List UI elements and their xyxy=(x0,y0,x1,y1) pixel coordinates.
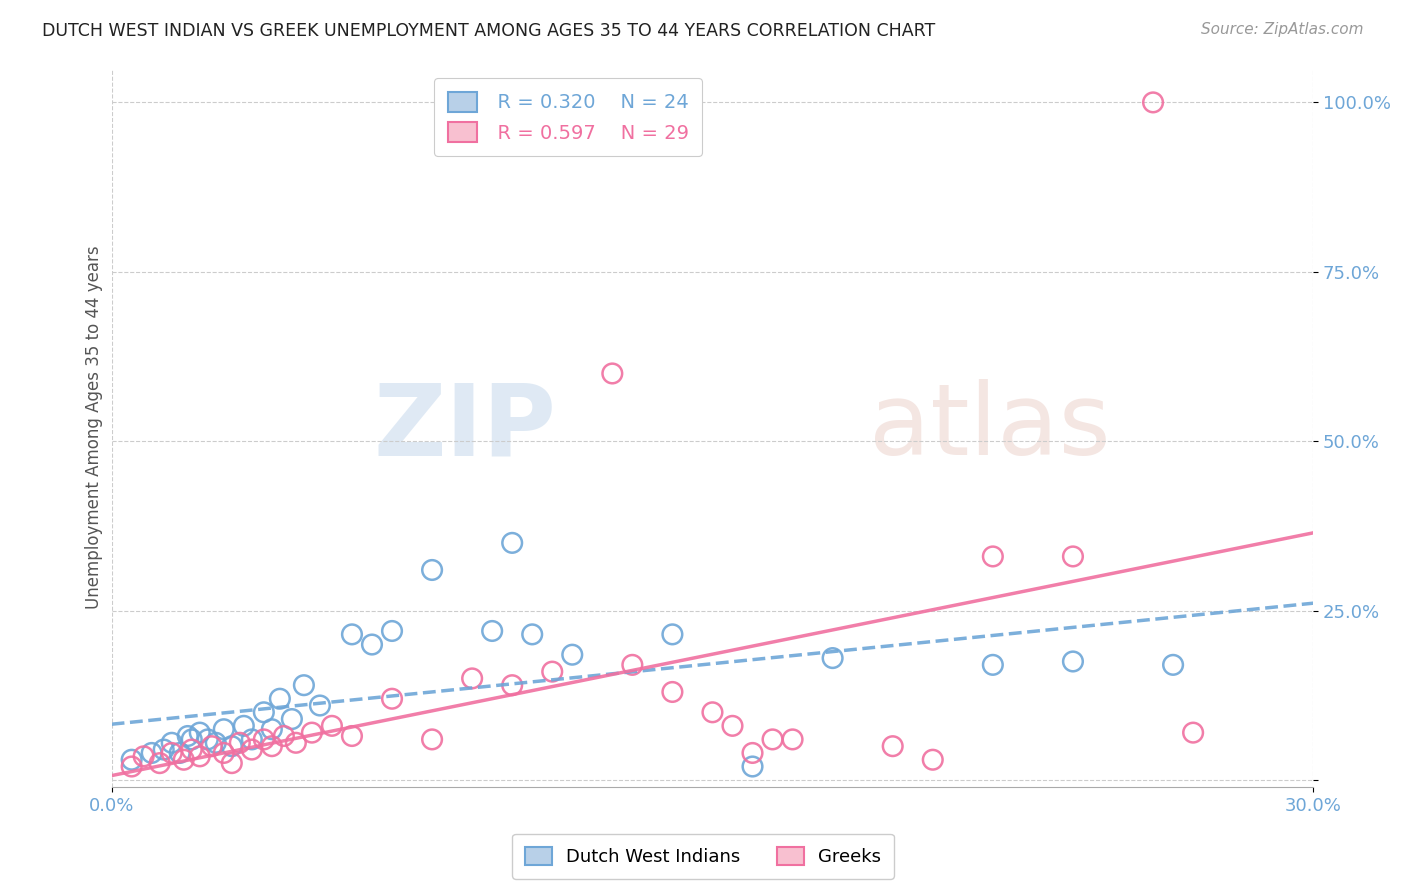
Point xyxy=(821,651,844,665)
Point xyxy=(141,746,163,760)
Point xyxy=(149,756,172,771)
Point xyxy=(284,736,307,750)
Point xyxy=(1062,655,1084,669)
Point xyxy=(361,638,384,652)
Point xyxy=(1161,657,1184,672)
Point xyxy=(741,746,763,760)
Point xyxy=(921,753,943,767)
Point xyxy=(340,729,363,743)
Point xyxy=(204,736,226,750)
Point xyxy=(602,367,624,381)
Point xyxy=(180,732,202,747)
Point xyxy=(260,739,283,754)
Point xyxy=(180,742,202,756)
Legend: Dutch West Indians, Greeks: Dutch West Indians, Greeks xyxy=(512,834,894,879)
Point xyxy=(301,725,323,739)
Point xyxy=(661,685,683,699)
Point xyxy=(221,756,243,771)
Point xyxy=(253,732,276,747)
Point xyxy=(741,759,763,773)
Point xyxy=(309,698,332,713)
Point xyxy=(481,624,503,638)
Point xyxy=(221,739,243,754)
Point xyxy=(420,563,443,577)
Point xyxy=(561,648,583,662)
Point xyxy=(621,657,644,672)
Point xyxy=(212,746,235,760)
Point xyxy=(321,719,343,733)
Point xyxy=(420,732,443,747)
Point xyxy=(197,732,219,747)
Point xyxy=(260,723,283,737)
Point xyxy=(292,678,315,692)
Point xyxy=(1062,549,1084,564)
Point xyxy=(981,549,1004,564)
Text: Source: ZipAtlas.com: Source: ZipAtlas.com xyxy=(1201,22,1364,37)
Point xyxy=(461,672,484,686)
Point xyxy=(160,736,183,750)
Point xyxy=(721,719,744,733)
Text: atlas: atlas xyxy=(869,379,1111,476)
Point xyxy=(121,753,143,767)
Point xyxy=(173,753,195,767)
Point xyxy=(201,739,224,754)
Point xyxy=(177,729,200,743)
Point xyxy=(761,732,783,747)
Text: DUTCH WEST INDIAN VS GREEK UNEMPLOYMENT AMONG AGES 35 TO 44 YEARS CORRELATION CH: DUTCH WEST INDIAN VS GREEK UNEMPLOYMENT … xyxy=(42,22,935,40)
Point xyxy=(188,749,211,764)
Point xyxy=(782,732,804,747)
Point xyxy=(240,742,263,756)
Point xyxy=(281,712,304,726)
Point xyxy=(132,749,155,764)
Point xyxy=(702,706,724,720)
Point xyxy=(381,691,404,706)
Point xyxy=(232,719,254,733)
Y-axis label: Unemployment Among Ages 35 to 44 years: Unemployment Among Ages 35 to 44 years xyxy=(86,246,103,609)
Point xyxy=(212,723,235,737)
Point xyxy=(253,706,276,720)
Point xyxy=(160,746,183,760)
Point xyxy=(273,729,295,743)
Point xyxy=(1182,725,1205,739)
Point xyxy=(121,759,143,773)
Text: ZIP: ZIP xyxy=(374,379,557,476)
Point xyxy=(661,627,683,641)
Point xyxy=(152,742,174,756)
Point xyxy=(501,678,523,692)
Point xyxy=(169,746,191,760)
Point xyxy=(1142,95,1164,110)
Point xyxy=(381,624,404,638)
Point xyxy=(981,657,1004,672)
Point xyxy=(340,627,363,641)
Point xyxy=(240,732,263,747)
Point xyxy=(501,536,523,550)
Point xyxy=(188,725,211,739)
Legend:   R = 0.320    N = 24,   R = 0.597    N = 29: R = 0.320 N = 24, R = 0.597 N = 29 xyxy=(434,78,703,156)
Point xyxy=(269,691,291,706)
Point xyxy=(541,665,564,679)
Point xyxy=(229,736,252,750)
Point xyxy=(882,739,904,754)
Point xyxy=(522,627,544,641)
